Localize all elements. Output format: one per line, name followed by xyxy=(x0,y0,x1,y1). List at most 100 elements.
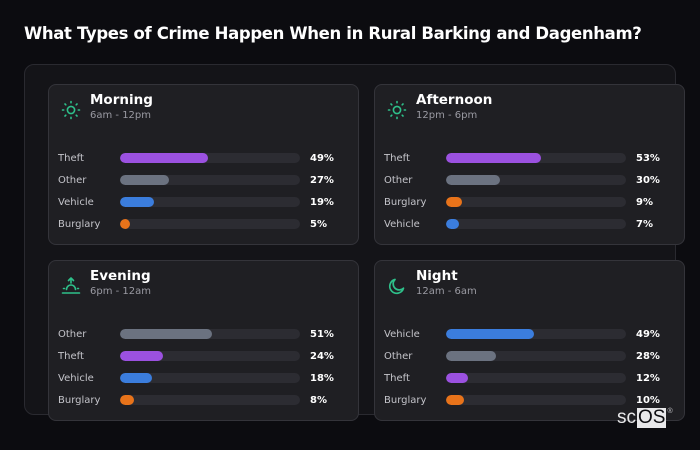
bar-value: 19% xyxy=(310,196,334,208)
registered-mark-icon: ® xyxy=(667,408,673,415)
bar-row: Theft 24% xyxy=(58,345,348,367)
bar-track xyxy=(446,197,626,207)
sun-icon xyxy=(387,100,407,120)
bar-track xyxy=(120,329,300,339)
bar-track xyxy=(120,395,300,405)
bar-row: Theft 49% xyxy=(58,147,348,169)
bar-list: Theft 53% Other 30% Burglary 9% Vehicle 7% xyxy=(384,147,674,235)
card-time-range: 12am - 6am xyxy=(416,286,477,297)
bar-track xyxy=(120,219,300,229)
bar-row: Theft 53% xyxy=(384,147,674,169)
bar-track xyxy=(120,175,300,185)
bar-fill xyxy=(446,373,468,383)
bar-label: Other xyxy=(384,174,413,186)
bar-value: 27% xyxy=(310,174,334,186)
bar-fill xyxy=(446,329,535,339)
bar-value: 53% xyxy=(636,152,660,164)
bar-label: Other xyxy=(58,174,87,186)
card-header: Afternoon 12pm - 6pm xyxy=(387,92,492,123)
bar-list: Theft 49% Other 27% Vehicle 19% Burglary 5% xyxy=(58,147,348,235)
card-title: Night xyxy=(416,268,458,284)
bar-label: Other xyxy=(384,350,413,362)
card-night: Night 12am - 6am Vehicle 49% Other 28% The… xyxy=(374,260,685,421)
bar-value: 24% xyxy=(310,350,334,362)
card-time-range: 6pm - 12am xyxy=(90,286,152,297)
bar-fill xyxy=(446,153,542,163)
bar-value: 49% xyxy=(636,328,660,340)
card-title: Morning xyxy=(90,92,153,108)
bar-track xyxy=(446,395,626,405)
bar-fill xyxy=(120,329,212,339)
watermark-prefix: sc xyxy=(617,407,636,428)
bar-track xyxy=(120,351,300,361)
bar-row: Other 28% xyxy=(384,345,674,367)
bar-track xyxy=(446,373,626,383)
bar-fill xyxy=(120,197,155,207)
bar-value: 9% xyxy=(636,196,653,208)
bar-fill xyxy=(446,219,459,229)
bar-fill xyxy=(120,175,169,185)
scos-watermark: sc OS ® xyxy=(617,408,673,428)
bar-label: Burglary xyxy=(58,218,101,230)
bar-fill xyxy=(120,219,130,229)
bar-list: Vehicle 49% Other 28% Theft 12% Burglary 10% xyxy=(384,323,674,411)
bar-row: Burglary 5% xyxy=(58,213,348,235)
bar-row: Vehicle 49% xyxy=(384,323,674,345)
bar-row: Other 30% xyxy=(384,169,674,191)
bar-track xyxy=(446,329,626,339)
card-time-range: 6am - 12pm xyxy=(90,110,152,121)
bar-row: Vehicle 19% xyxy=(58,191,348,213)
watermark-boxed: OS xyxy=(637,407,667,428)
bar-value: 7% xyxy=(636,218,653,230)
bar-fill xyxy=(120,351,164,361)
bar-track xyxy=(446,219,626,229)
card-header: Morning 6am - 12pm xyxy=(61,92,153,123)
bar-label: Theft xyxy=(384,372,410,384)
bar-row: Burglary 9% xyxy=(384,191,674,213)
bar-value: 5% xyxy=(310,218,327,230)
card-afternoon: Afternoon 12pm - 6pm Theft 53% Other 30% B… xyxy=(374,84,685,245)
sun-icon xyxy=(61,100,81,120)
bar-label: Theft xyxy=(58,152,84,164)
bar-fill xyxy=(446,175,500,185)
bar-value: 18% xyxy=(310,372,334,384)
card-header: Night 12am - 6am xyxy=(387,268,477,299)
bar-list: Other 51% Theft 24% Vehicle 18% Burglary 8% xyxy=(58,323,348,411)
bar-track xyxy=(120,373,300,383)
bar-row: Burglary 8% xyxy=(58,389,348,411)
card-evening: Evening 6pm - 12am Other 51% Theft 24% Veh… xyxy=(48,260,359,421)
bar-row: Burglary 10% xyxy=(384,389,674,411)
page-title: What Types of Crime Happen When in Rural… xyxy=(24,24,642,43)
bar-track xyxy=(120,153,300,163)
sunset-icon xyxy=(61,276,81,296)
bar-label: Theft xyxy=(384,152,410,164)
bar-value: 49% xyxy=(310,152,334,164)
bar-fill xyxy=(446,197,463,207)
bar-row: Other 51% xyxy=(58,323,348,345)
bar-fill xyxy=(446,351,497,361)
bar-row: Other 27% xyxy=(58,169,348,191)
bar-label: Burglary xyxy=(384,196,427,208)
bar-fill xyxy=(120,395,135,405)
bar-label: Theft xyxy=(58,350,84,362)
bar-value: 8% xyxy=(310,394,327,406)
bar-row: Vehicle 7% xyxy=(384,213,674,235)
bar-label: Burglary xyxy=(384,394,427,406)
card-time-range: 12pm - 6pm xyxy=(416,110,478,121)
bar-label: Vehicle xyxy=(58,196,94,208)
bar-track xyxy=(446,175,626,185)
moon-icon xyxy=(387,276,407,296)
bar-track xyxy=(446,153,626,163)
bar-track xyxy=(446,351,626,361)
bar-value: 12% xyxy=(636,372,660,384)
card-title: Evening xyxy=(90,268,151,284)
card-header: Evening 6pm - 12am xyxy=(61,268,151,299)
card-title: Afternoon xyxy=(416,92,493,108)
bar-value: 28% xyxy=(636,350,660,362)
card-morning: Morning 6am - 12pm Theft 49% Other 27% Veh… xyxy=(48,84,359,245)
bar-track xyxy=(120,197,300,207)
bar-label: Vehicle xyxy=(384,328,420,340)
bar-value: 51% xyxy=(310,328,334,340)
bar-label: Vehicle xyxy=(58,372,94,384)
